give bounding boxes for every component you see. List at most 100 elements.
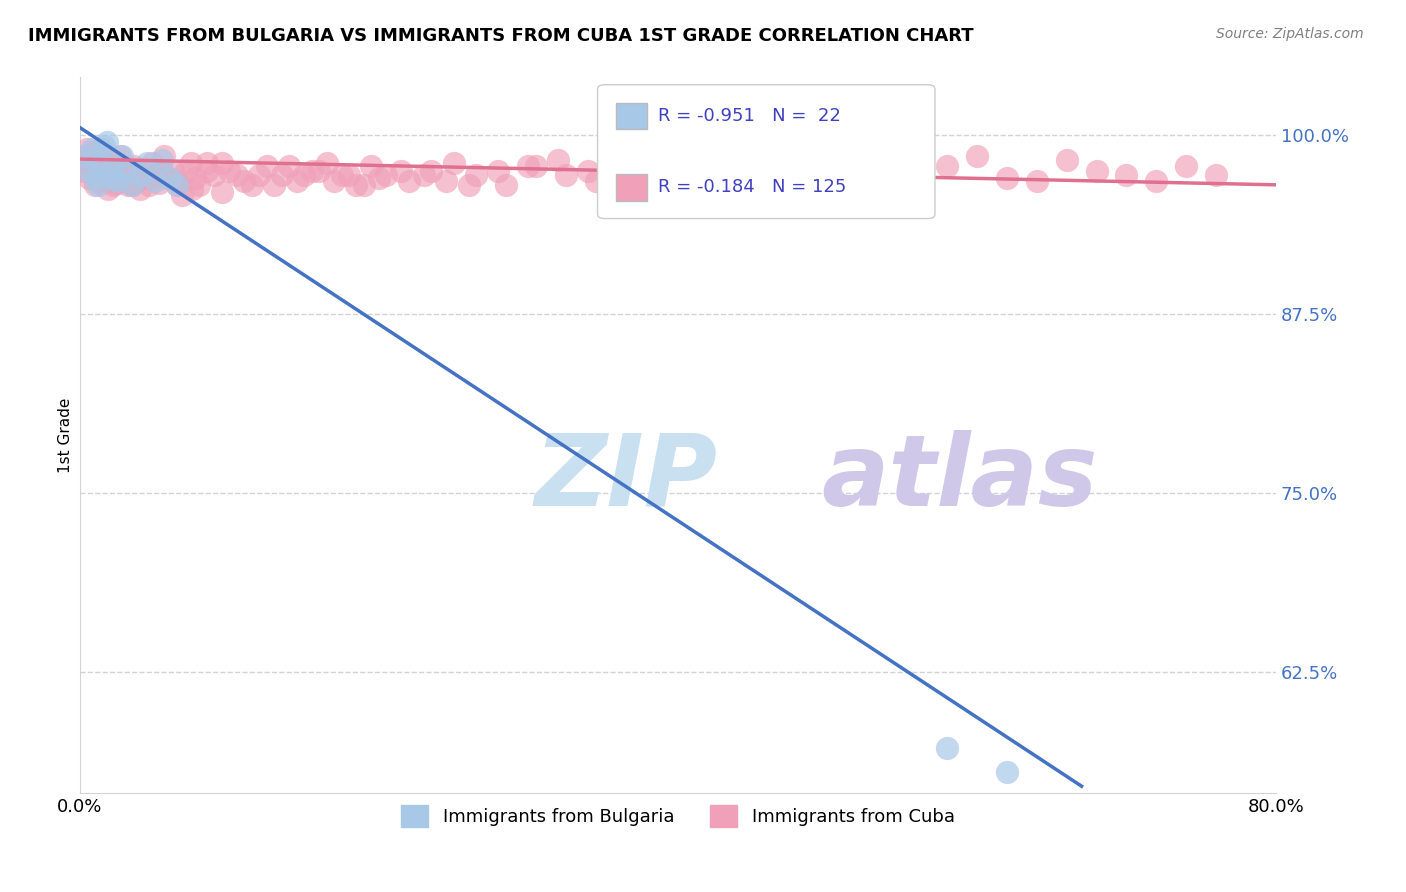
Point xyxy=(141,156,163,170)
Point xyxy=(83,178,105,192)
Point xyxy=(159,170,181,185)
Point xyxy=(131,163,153,178)
Point xyxy=(157,170,180,185)
Point xyxy=(346,178,368,192)
Point xyxy=(114,173,136,187)
Point xyxy=(1175,159,1198,173)
Point xyxy=(128,182,150,196)
Point xyxy=(105,159,128,173)
Point xyxy=(488,163,510,178)
Point xyxy=(111,170,134,185)
Point xyxy=(786,168,808,182)
Point xyxy=(815,159,838,173)
Point xyxy=(91,168,114,182)
Point xyxy=(98,163,121,178)
Point xyxy=(97,182,120,196)
Point xyxy=(94,159,117,173)
Point xyxy=(162,163,184,178)
Point xyxy=(80,153,103,168)
Point xyxy=(211,156,233,170)
Point xyxy=(195,163,218,178)
Text: Source: ZipAtlas.com: Source: ZipAtlas.com xyxy=(1216,27,1364,41)
Point xyxy=(86,168,108,182)
Point xyxy=(170,187,193,202)
Point xyxy=(114,163,136,178)
Point xyxy=(756,163,779,178)
Point xyxy=(443,156,465,170)
Point xyxy=(263,178,285,192)
Text: R = -0.184   N = 125: R = -0.184 N = 125 xyxy=(658,178,846,196)
Point xyxy=(174,163,197,178)
Legend: Immigrants from Bulgaria, Immigrants from Cuba: Immigrants from Bulgaria, Immigrants fro… xyxy=(394,798,962,834)
Y-axis label: 1st Grade: 1st Grade xyxy=(58,398,73,473)
Point xyxy=(240,178,263,192)
Point xyxy=(136,156,159,170)
Point xyxy=(1025,173,1047,187)
Point xyxy=(211,185,233,199)
Point xyxy=(98,163,121,178)
Point xyxy=(93,139,115,153)
Point xyxy=(136,170,159,185)
Point xyxy=(89,149,111,163)
Point xyxy=(181,182,204,196)
Point xyxy=(375,168,398,182)
Point xyxy=(110,149,132,163)
Point xyxy=(105,173,128,187)
Point xyxy=(91,162,114,177)
Point xyxy=(607,168,630,182)
Point xyxy=(389,163,412,178)
Point xyxy=(188,178,211,192)
Point xyxy=(75,149,97,163)
Point xyxy=(308,163,330,178)
Point xyxy=(148,177,170,191)
Point xyxy=(114,163,136,178)
Point xyxy=(1115,168,1137,182)
Point xyxy=(457,178,479,192)
Point xyxy=(292,168,315,182)
Point xyxy=(105,177,128,191)
Point xyxy=(87,178,110,192)
Point xyxy=(204,168,226,182)
Point xyxy=(179,156,201,170)
Point xyxy=(82,145,104,159)
Point xyxy=(135,170,157,185)
Point xyxy=(696,156,718,170)
Point xyxy=(412,168,434,182)
Point xyxy=(122,159,145,173)
Point xyxy=(83,162,105,177)
Point xyxy=(104,168,127,182)
Point xyxy=(585,173,607,187)
Point xyxy=(495,178,517,192)
Point xyxy=(936,159,959,173)
Point xyxy=(166,173,188,187)
Point xyxy=(367,170,389,185)
Point xyxy=(233,173,256,187)
Point xyxy=(72,156,94,170)
Point xyxy=(360,159,382,173)
Point xyxy=(103,156,125,170)
Text: IMMIGRANTS FROM BULGARIA VS IMMIGRANTS FROM CUBA 1ST GRADE CORRELATION CHART: IMMIGRANTS FROM BULGARIA VS IMMIGRANTS F… xyxy=(28,27,974,45)
Point xyxy=(75,149,97,163)
Point xyxy=(285,173,308,187)
Point xyxy=(73,163,96,178)
Point xyxy=(554,168,576,182)
Point xyxy=(301,163,323,178)
Point xyxy=(278,159,301,173)
Point xyxy=(330,168,353,182)
Point xyxy=(120,168,142,182)
Point xyxy=(576,163,599,178)
Point xyxy=(152,149,174,163)
Point xyxy=(315,156,337,170)
Text: atlas: atlas xyxy=(821,430,1098,527)
Point xyxy=(83,170,105,185)
Point xyxy=(270,168,292,182)
Point xyxy=(96,135,118,149)
Point xyxy=(225,168,247,182)
Point xyxy=(420,163,443,178)
Point xyxy=(936,740,959,755)
Point xyxy=(256,159,278,173)
Point xyxy=(1144,173,1167,187)
Point xyxy=(87,173,110,187)
Point xyxy=(1056,153,1078,168)
Point xyxy=(166,178,188,192)
